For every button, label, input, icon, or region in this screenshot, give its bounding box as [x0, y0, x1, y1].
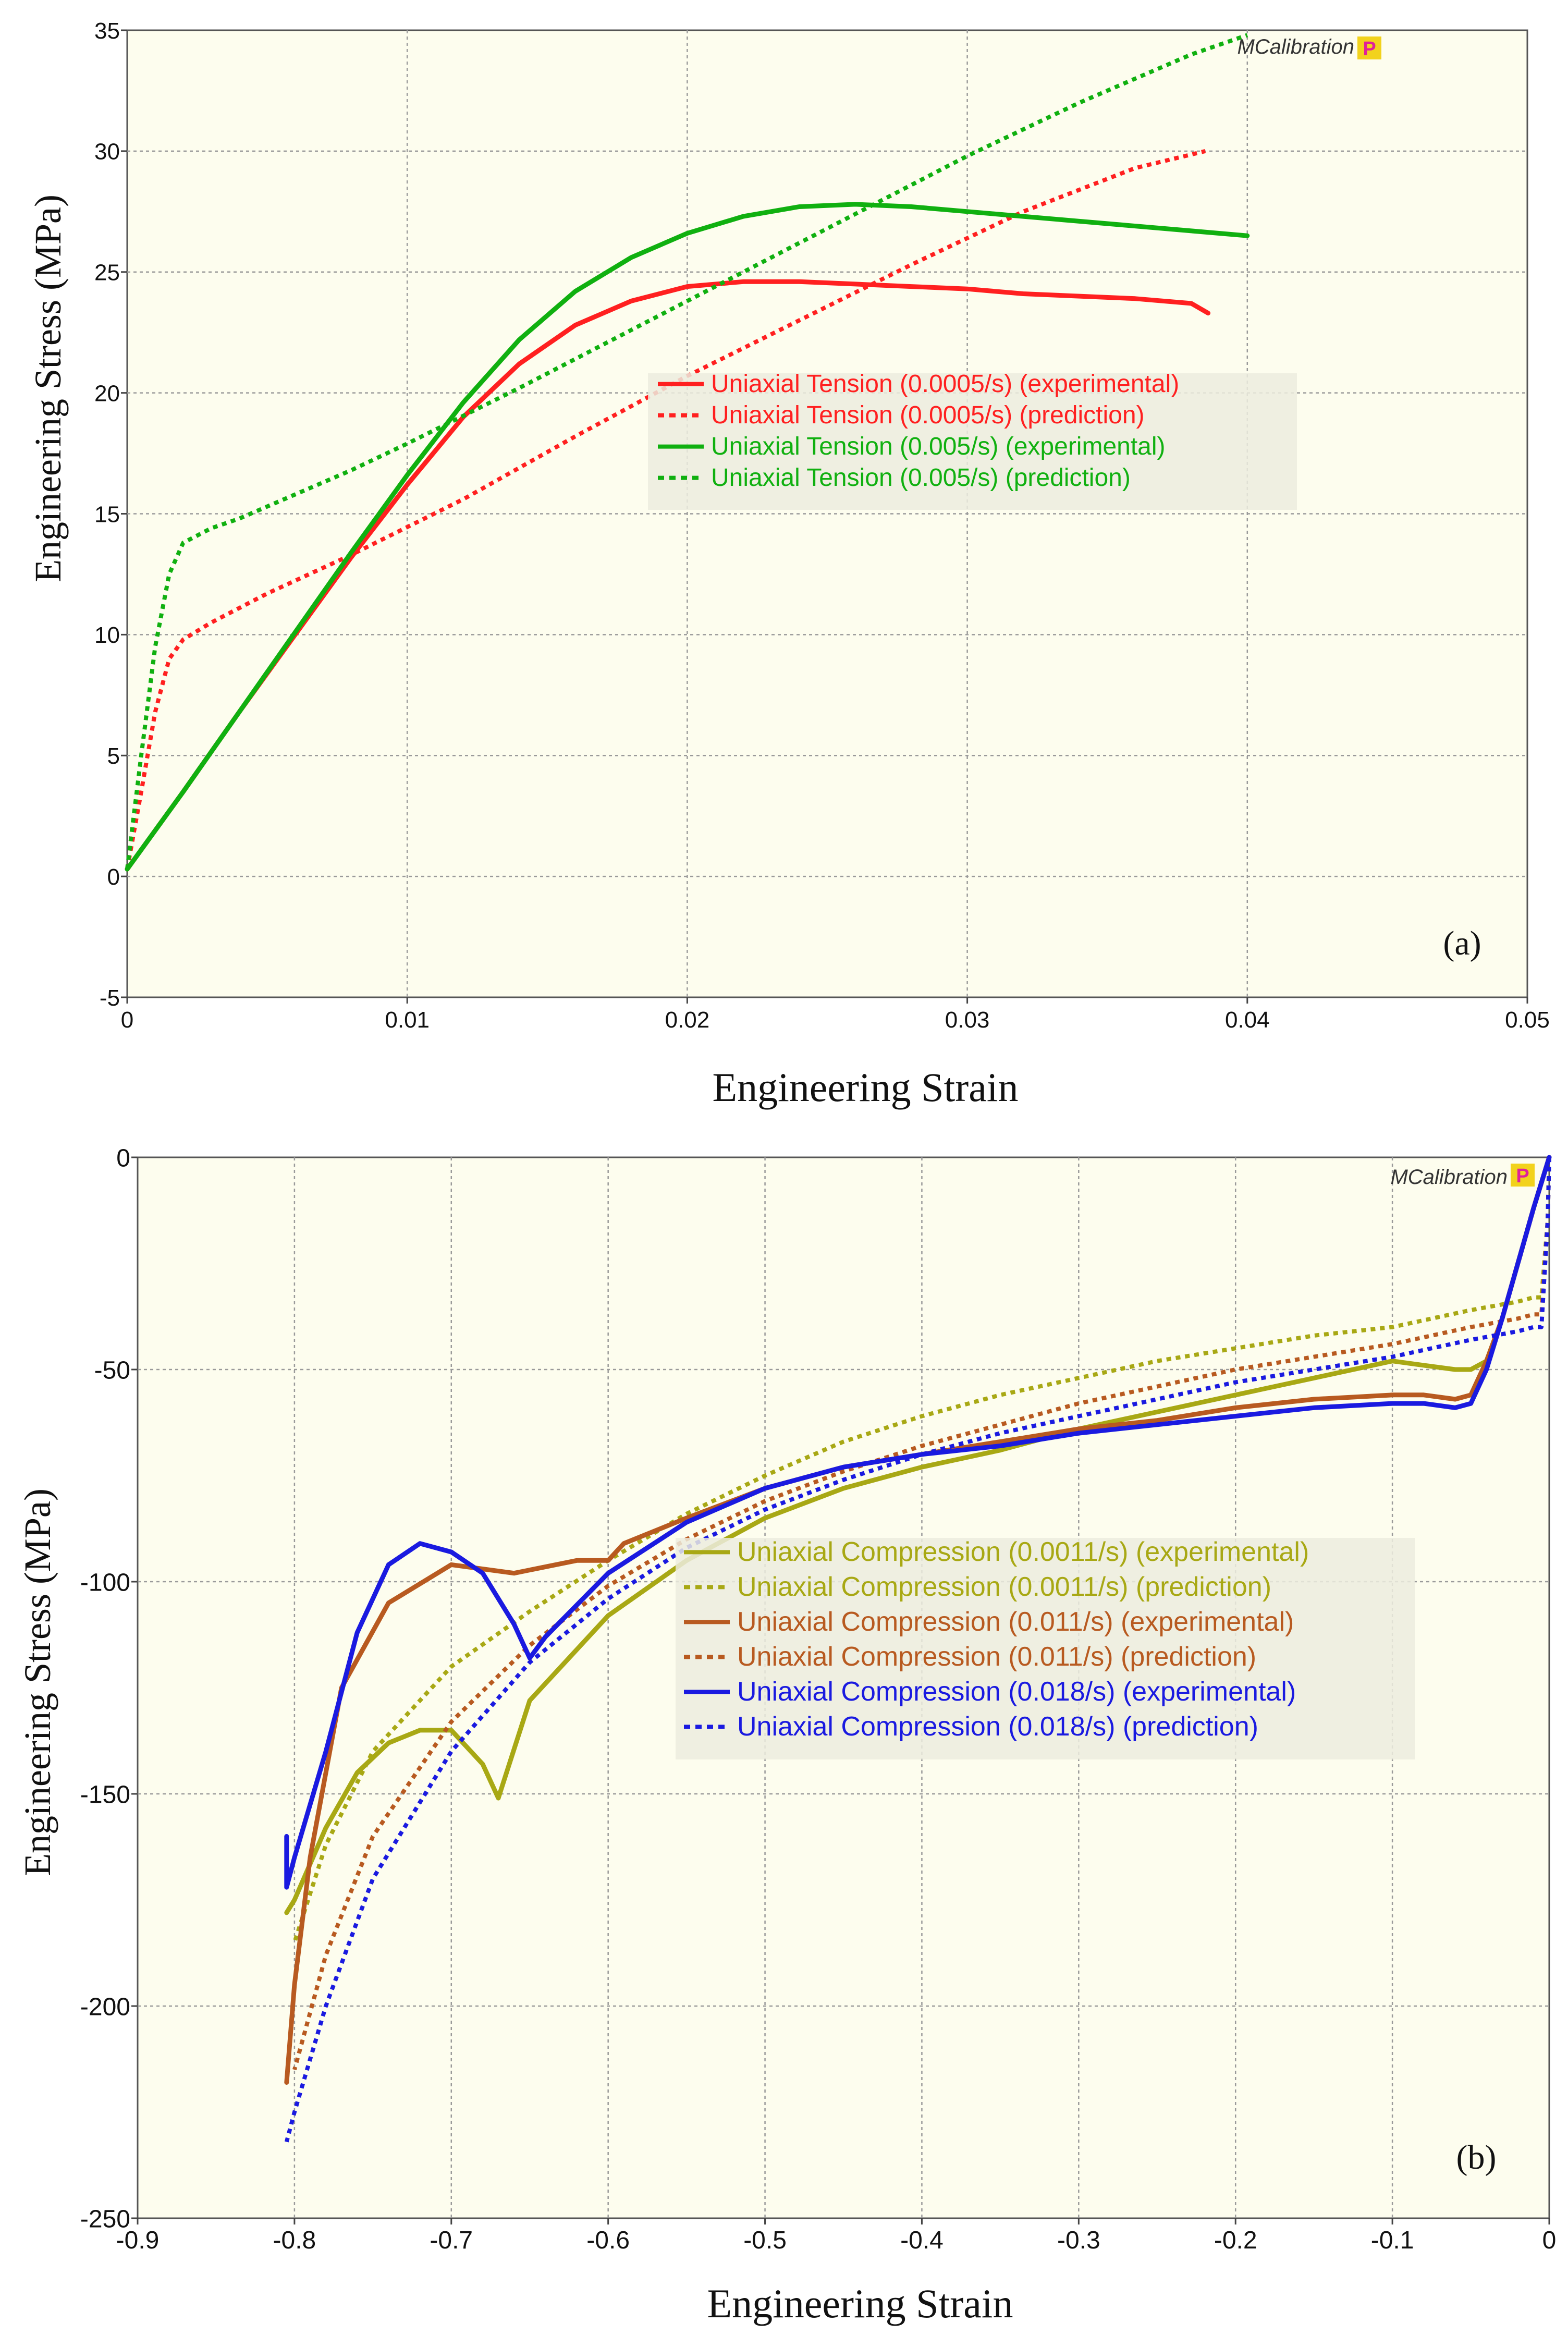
panel-a-y-tick-label: 35	[94, 18, 120, 44]
panel-a-x-tick-label: 0.03	[945, 1007, 990, 1033]
panel-a-legend-box	[648, 373, 1297, 510]
panel-a-y-tick-label: 20	[94, 381, 120, 406]
panel-a-y-tick-label: 5	[107, 743, 120, 769]
panel-a-legend-label-2: Uniaxial Tension (0.0005/s) (prediction)	[711, 401, 1145, 429]
panel-a-y-tick-label: 0	[107, 864, 120, 890]
panel-b-x-tick-label: -0.3	[1057, 2227, 1100, 2254]
panel-b-x-tick-label: -0.9	[116, 2227, 160, 2254]
panel-b-legend-label-4: Uniaxial Compression (0.011/s) (predicti…	[737, 1642, 1256, 1672]
panel-a-series-line-4	[125, 33, 1248, 870]
panel-b-x-axis-label: Engineering Strain	[707, 2281, 1013, 2326]
panel-b-y-tick-label: -150	[80, 1781, 130, 1808]
panel-b-series-line-5	[284, 1155, 1552, 1890]
panel-b-y-tick-label: -100	[80, 1569, 130, 1596]
panel-b-watermark-badge	[1511, 1164, 1535, 1187]
panel-b-legend-label-5: Uniaxial Compression (0.018/s) (experime…	[737, 1677, 1296, 1707]
panel-a-watermark-badge-letter: P	[1363, 38, 1376, 60]
panel-b-label: (b)	[1456, 2138, 1497, 2177]
panel-b-x-tick-label: -0.5	[743, 2227, 787, 2254]
panel-a-legend: Uniaxial Tension (0.0005/s) (experimenta…	[658, 370, 1179, 492]
panel-b-y-tick-label: -250	[80, 2205, 130, 2233]
panel-a-y-tick-label: 10	[94, 622, 120, 648]
panel-b-y-tick-label: -50	[94, 1356, 130, 1384]
panel-a-x-axis-label: Engineering Strain	[712, 1065, 1018, 1110]
panel-b-x-tick-label: 0	[1542, 2227, 1557, 2254]
panel-b-x-tick-label: -0.6	[586, 2227, 630, 2254]
panel-a-y-tick-label: -5	[100, 985, 120, 1011]
panel-b-watermark: MCalibration	[1390, 1166, 1508, 1189]
panel-a-watermark-badge	[1357, 36, 1381, 59]
panel-b-legend-label-6: Uniaxial Compression (0.018/s) (predicti…	[737, 1712, 1258, 1742]
panel-b-x-tick-label: -0.1	[1371, 2227, 1414, 2254]
panel-b-series-line-2	[292, 1157, 1551, 1943]
panel-b-legend-label-2: Uniaxial Compression (0.0011/s) (predict…	[737, 1572, 1271, 1602]
panel-b: -0.9 -0.8 -0.7 -0.6 -0.5 -0.4 -0.3 -0.2 -0.1 0 -25…	[17, 1144, 1556, 2326]
panel-b-x-tick-label: -0.7	[430, 2227, 473, 2254]
panel-b-legend-label-1: Uniaxial Compression (0.0011/s) (experim…	[737, 1537, 1309, 1567]
panel-b-legend-label-3: Uniaxial Compression (0.011/s) (experime…	[737, 1607, 1294, 1637]
panel-b-series	[284, 1155, 1552, 2143]
panel-b-ticks: -0.9 -0.8 -0.7 -0.6 -0.5 -0.4 -0.3 -0.2 -0.1 0 -25…	[80, 1144, 1556, 2254]
panel-b-x-tick-label: -0.4	[900, 2227, 944, 2254]
panel-b-legend: Uniaxial Compression (0.0011/s) (experim…	[684, 1537, 1309, 1742]
panel-a-label: (a)	[1443, 924, 1481, 962]
panel-a-y-tick-label: 25	[94, 260, 120, 286]
panel-b-y-axis-label: Engineering Stress (MPa)	[17, 1488, 58, 1876]
panel-a-grid	[127, 30, 1527, 997]
panel-a-y-tick-label: 15	[94, 502, 120, 527]
panel-a-x-tick-label: 0.05	[1505, 1007, 1550, 1033]
panel-a-legend-label-1: Uniaxial Tension (0.0005/s) (experimenta…	[711, 370, 1179, 398]
panel-b-series-line-4	[292, 1157, 1551, 2071]
panel-a-series-line-2	[125, 149, 1206, 870]
panel-b-legend-box	[676, 1538, 1415, 1759]
panel-a-watermark: MCalibration	[1237, 35, 1354, 58]
panel-b-series-line-1	[284, 1155, 1552, 1915]
panel-a-legend-label-4: Uniaxial Tension (0.005/s) (prediction)	[711, 464, 1131, 492]
panel-b-x-tick-label: -0.2	[1214, 2227, 1257, 2254]
panel-a-x-tick-label: 0	[121, 1007, 133, 1033]
panel-a-y-axis-label: Engineering Stress (MPa)	[27, 194, 69, 582]
panel-b-watermark-badge-letter: P	[1516, 1165, 1529, 1187]
panel-a-legend-label-3: Uniaxial Tension (0.005/s) (experimental…	[711, 433, 1166, 460]
panel-b-x-tick-label: -0.8	[273, 2227, 316, 2254]
panel-a-x-tick-label: 0.02	[665, 1007, 710, 1033]
panel-b-y-tick-label: -200	[80, 1993, 130, 2021]
panel-a-series	[125, 33, 1250, 872]
panel-a-y-tick-label: 30	[94, 139, 120, 165]
panel-a-x-tick-label: 0.01	[385, 1007, 430, 1033]
panel-b-series-line-6	[284, 1157, 1551, 2143]
panel-a-x-tick-label: 0.04	[1225, 1007, 1270, 1033]
panel-a-series-line-3	[125, 202, 1250, 872]
panel-b-y-tick-label: 0	[116, 1144, 130, 1172]
